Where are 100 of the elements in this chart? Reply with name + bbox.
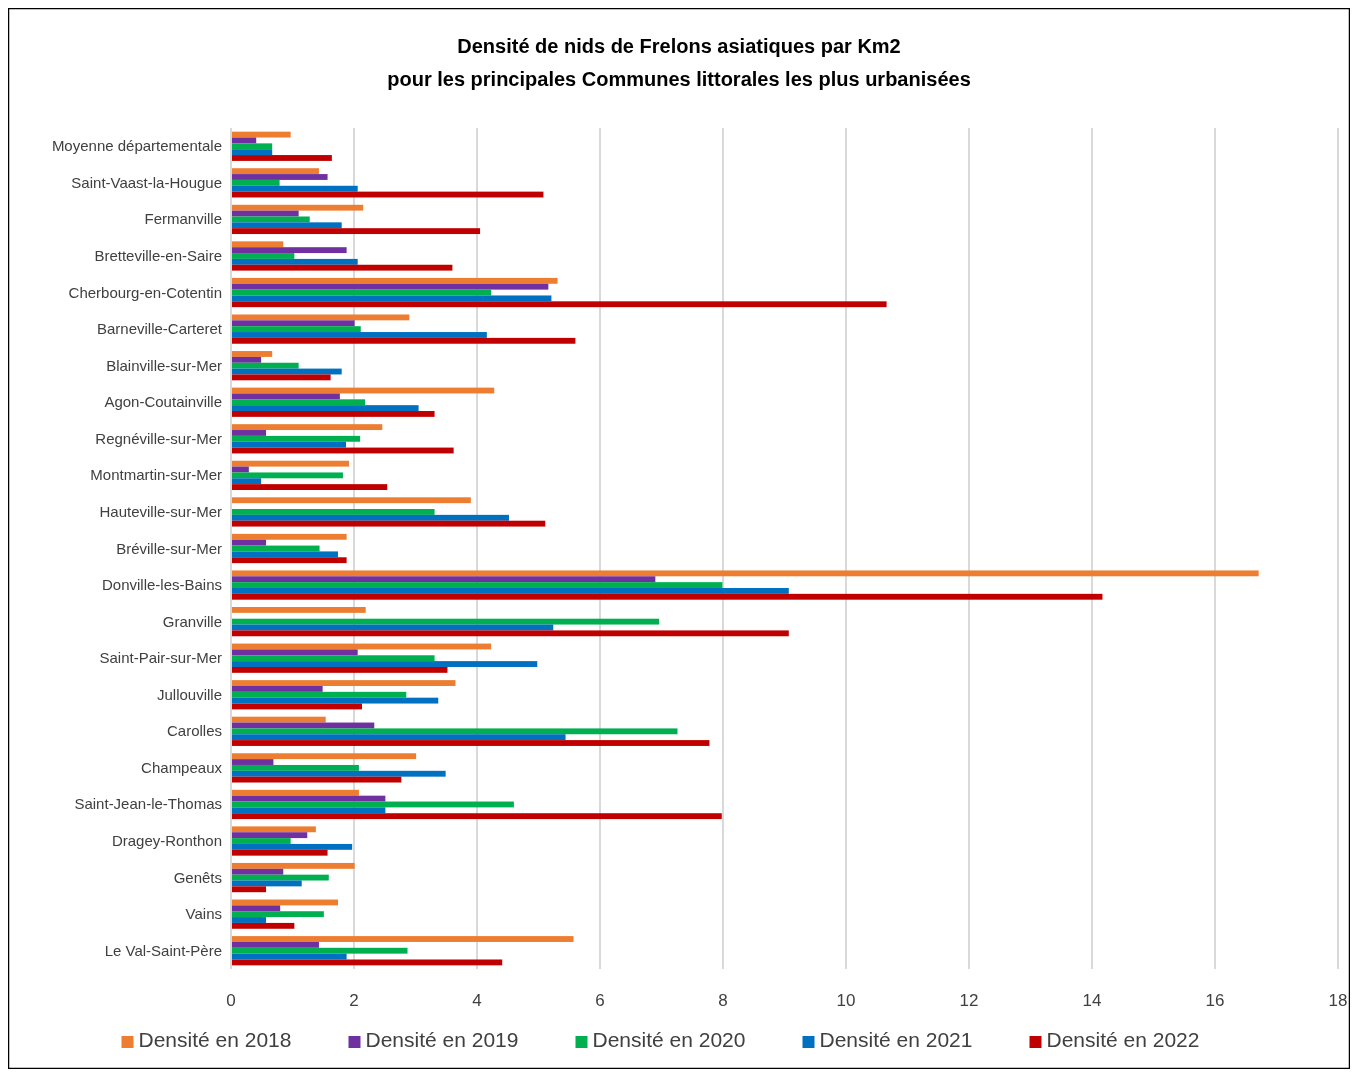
bar: [231, 204, 364, 211]
legend-label: Densité en 2018: [138, 1028, 292, 1051]
x-tick-label: 2: [349, 991, 359, 1010]
bar: [231, 941, 319, 948]
bar: [231, 570, 1259, 577]
y-tick-label: Bréville-sur-Mer: [116, 539, 222, 557]
bar: [231, 362, 299, 369]
bar: [231, 258, 358, 265]
bar: [231, 734, 566, 741]
bar: [231, 740, 710, 746]
bar: [231, 849, 328, 856]
y-tick-label: Carolles: [166, 722, 222, 740]
y-tick-label: Barneville-Carteret: [96, 320, 223, 338]
x-tick-label: 6: [595, 991, 605, 1010]
bar: [231, 399, 366, 406]
x-tick-label: 8: [718, 991, 728, 1010]
bar: [231, 533, 347, 540]
bar: [231, 441, 347, 448]
y-tick-label: Vains: [185, 905, 222, 923]
y-tick-label: Agon-Coutainville: [104, 393, 222, 411]
bar: [231, 168, 319, 175]
legend-label: Densité en 2020: [592, 1028, 746, 1051]
bar: [231, 253, 295, 259]
bar: [231, 435, 361, 442]
bar: [231, 917, 267, 923]
bar: [231, 149, 273, 156]
bar: [231, 478, 262, 485]
y-tick-label: Moyenne départementale: [51, 137, 222, 155]
bar: [231, 326, 361, 333]
bar: [231, 356, 262, 363]
bar: [231, 277, 558, 284]
bar: [231, 666, 448, 673]
bar: [231, 216, 310, 223]
bar: [231, 862, 355, 869]
bar: [231, 618, 660, 625]
bar: [231, 789, 359, 796]
bar: [231, 582, 723, 588]
y-tick-label: Jullouville: [156, 685, 222, 703]
bar: [231, 337, 576, 344]
bar: [231, 795, 386, 802]
bar: [231, 174, 328, 180]
bar: [231, 351, 273, 357]
bar: [231, 905, 281, 912]
bar: [231, 886, 267, 893]
bar: [231, 770, 446, 777]
bar: [231, 764, 359, 771]
y-tick-label: Le Val-Saint-Père: [104, 941, 222, 959]
x-tick-label: 4: [472, 991, 482, 1010]
bar: [231, 393, 340, 400]
bar: [231, 301, 887, 308]
bar: [231, 314, 410, 321]
bar: [231, 593, 1103, 600]
bar: [231, 424, 383, 431]
bar: [231, 460, 350, 467]
bar: [231, 332, 487, 338]
bar: [231, 728, 678, 735]
x-tick-label: 0: [226, 991, 236, 1010]
y-tick-label: Genêts: [173, 868, 222, 886]
y-tick-label: Regnéville-sur-Mer: [95, 429, 222, 447]
x-tick-label: 14: [1082, 991, 1102, 1010]
bar: [231, 868, 284, 875]
bar: [231, 655, 435, 662]
bar: [231, 826, 316, 833]
bar: [231, 936, 574, 942]
legend-label: Densité en 2022: [1046, 1028, 1200, 1051]
bar: [231, 697, 439, 704]
bar: [231, 649, 358, 656]
y-tick-label: Dragey-Ronthon: [111, 832, 222, 850]
bar: [231, 807, 386, 814]
bar: [231, 759, 274, 765]
bar: [231, 838, 291, 844]
y-tick-label: Saint-Vaast-la-Hougue: [71, 173, 222, 191]
y-tick-label: Blainville-sur-Mer: [106, 356, 222, 374]
bar: [231, 716, 326, 723]
bar: [231, 155, 332, 161]
y-tick-label: Bretteville-en-Saire: [94, 246, 222, 264]
x-tick-label: 16: [1205, 991, 1225, 1010]
bar: [231, 247, 347, 254]
bar: [231, 320, 355, 327]
bar: [231, 576, 656, 583]
bar: [231, 691, 407, 698]
bar: [231, 405, 419, 412]
bar: [231, 922, 295, 929]
bar: [231, 283, 549, 290]
bar: [231, 264, 453, 271]
bar: [231, 607, 366, 613]
bar: [231, 685, 323, 692]
bar: [231, 179, 280, 186]
bar: [231, 557, 347, 564]
bar: [231, 509, 435, 515]
y-tick-label: Donville-les-Bains: [101, 576, 222, 594]
bar: [231, 497, 471, 504]
bar: [231, 295, 552, 302]
bar: [231, 484, 388, 490]
bar: [231, 680, 456, 686]
x-tick-label: 12: [959, 991, 979, 1010]
y-tick-label: Hauteville-sur-Mer: [99, 502, 222, 520]
y-tick-label: Montmartin-sur-Mer: [90, 466, 222, 484]
y-tick-label: Fermanville: [144, 210, 222, 228]
bar: [231, 874, 329, 881]
